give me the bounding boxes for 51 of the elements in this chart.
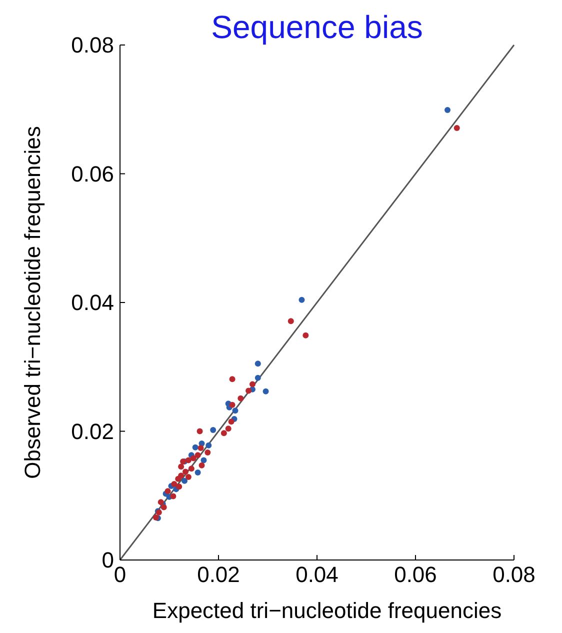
point [262, 388, 269, 394]
chart-title: Sequence bias [211, 9, 423, 45]
y-tick-label: 0.02 [71, 418, 114, 444]
point [175, 476, 182, 482]
y-axis-title: Observed tri−nucleotide frequencies [20, 126, 45, 479]
point [200, 457, 207, 464]
point [171, 481, 178, 488]
point [249, 381, 256, 388]
point [228, 418, 234, 425]
point [288, 318, 294, 324]
point [210, 426, 216, 433]
point [176, 484, 182, 490]
point [192, 444, 198, 450]
point [170, 493, 176, 500]
point [254, 374, 261, 381]
y-tick-label: 0.04 [71, 290, 114, 316]
point [182, 478, 188, 484]
point [164, 488, 171, 494]
point [206, 442, 212, 448]
point [220, 430, 227, 436]
point [229, 376, 236, 382]
point [178, 464, 184, 470]
point [182, 468, 189, 475]
x-tick-label: 0.08 [492, 562, 536, 587]
point [194, 452, 201, 458]
point [185, 457, 192, 464]
point [198, 462, 205, 468]
point [246, 388, 252, 394]
point [194, 469, 201, 476]
point [454, 125, 460, 132]
point [204, 449, 211, 456]
point [238, 395, 244, 402]
point [254, 360, 261, 367]
point [302, 332, 309, 338]
point [198, 444, 204, 451]
point [185, 474, 192, 480]
point [229, 402, 236, 408]
x-tick-label: 0.04 [296, 562, 338, 587]
y-tick-label: 0.08 [71, 32, 114, 58]
x-axis-title: Expected tri−nucleotide frequencies [152, 598, 502, 623]
x-tick-label: 0.06 [394, 562, 437, 587]
x-tick-label: 0.02 [197, 562, 240, 587]
point [232, 408, 238, 414]
point [225, 426, 232, 432]
y-tick-label: 0.06 [71, 161, 114, 186]
point [196, 428, 203, 434]
point [190, 455, 196, 462]
point [188, 466, 194, 472]
point [160, 504, 167, 510]
point [298, 296, 305, 303]
point [444, 107, 451, 114]
